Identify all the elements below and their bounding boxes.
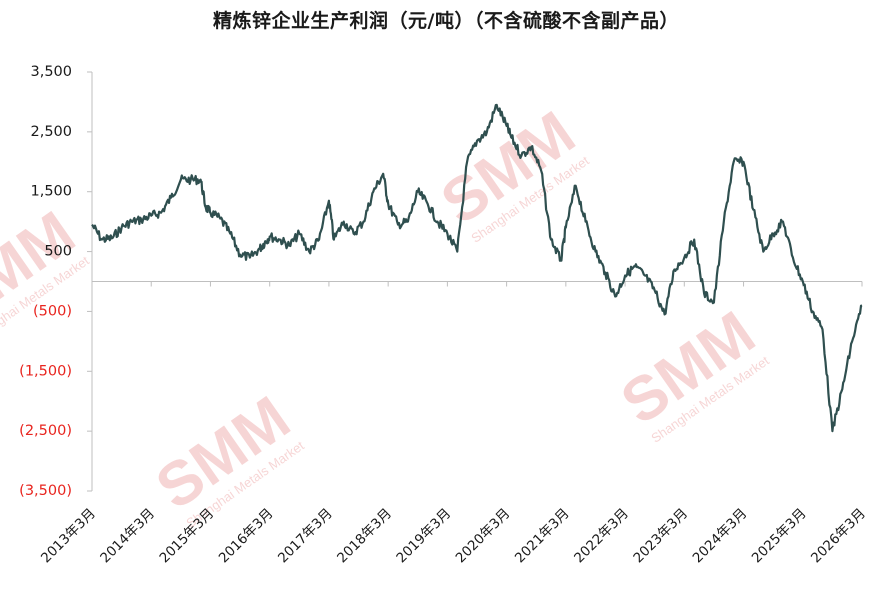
x-tick-label: 2024年3月 [690,506,751,567]
x-tick-label: 2013年3月 [38,506,99,567]
x-tick-label: 2020年3月 [453,506,514,567]
x-tick-label: 2014年3月 [97,506,158,567]
profit-series-line [91,103,863,433]
x-tick-label: 2022年3月 [571,506,632,567]
y-tick-label: (1,500) [19,363,72,379]
y-axis-ticks: 3,500 2,500 1,500 500 (500) (1,500) (2,500) (3,… [19,64,92,499]
y-tick-label: (500) [33,303,72,319]
y-tick-label: (2,500) [19,423,72,439]
x-tick-label: 2018年3月 [334,506,395,567]
x-tick-label: 2026年3月 [808,506,869,567]
x-tick-label: 2019年3月 [393,506,454,567]
y-tick-label: 2,500 [30,124,72,140]
y-tick-label: 500 [44,244,72,260]
x-tick-label: 2023年3月 [630,506,691,567]
x-tick-label: 2025年3月 [749,506,810,567]
x-tick-label: 2016年3月 [216,506,277,567]
chart-title: 精炼锌企业生产利润（元/吨）（不含硫酸不含副产品） [213,10,679,32]
x-tick-label: 2017年3月 [275,506,336,567]
y-tick-label: 1,500 [30,184,72,200]
y-tick-label: (3,500) [19,483,72,499]
x-tick-label: 2021年3月 [512,506,573,567]
y-tick-label: 3,500 [30,64,72,80]
